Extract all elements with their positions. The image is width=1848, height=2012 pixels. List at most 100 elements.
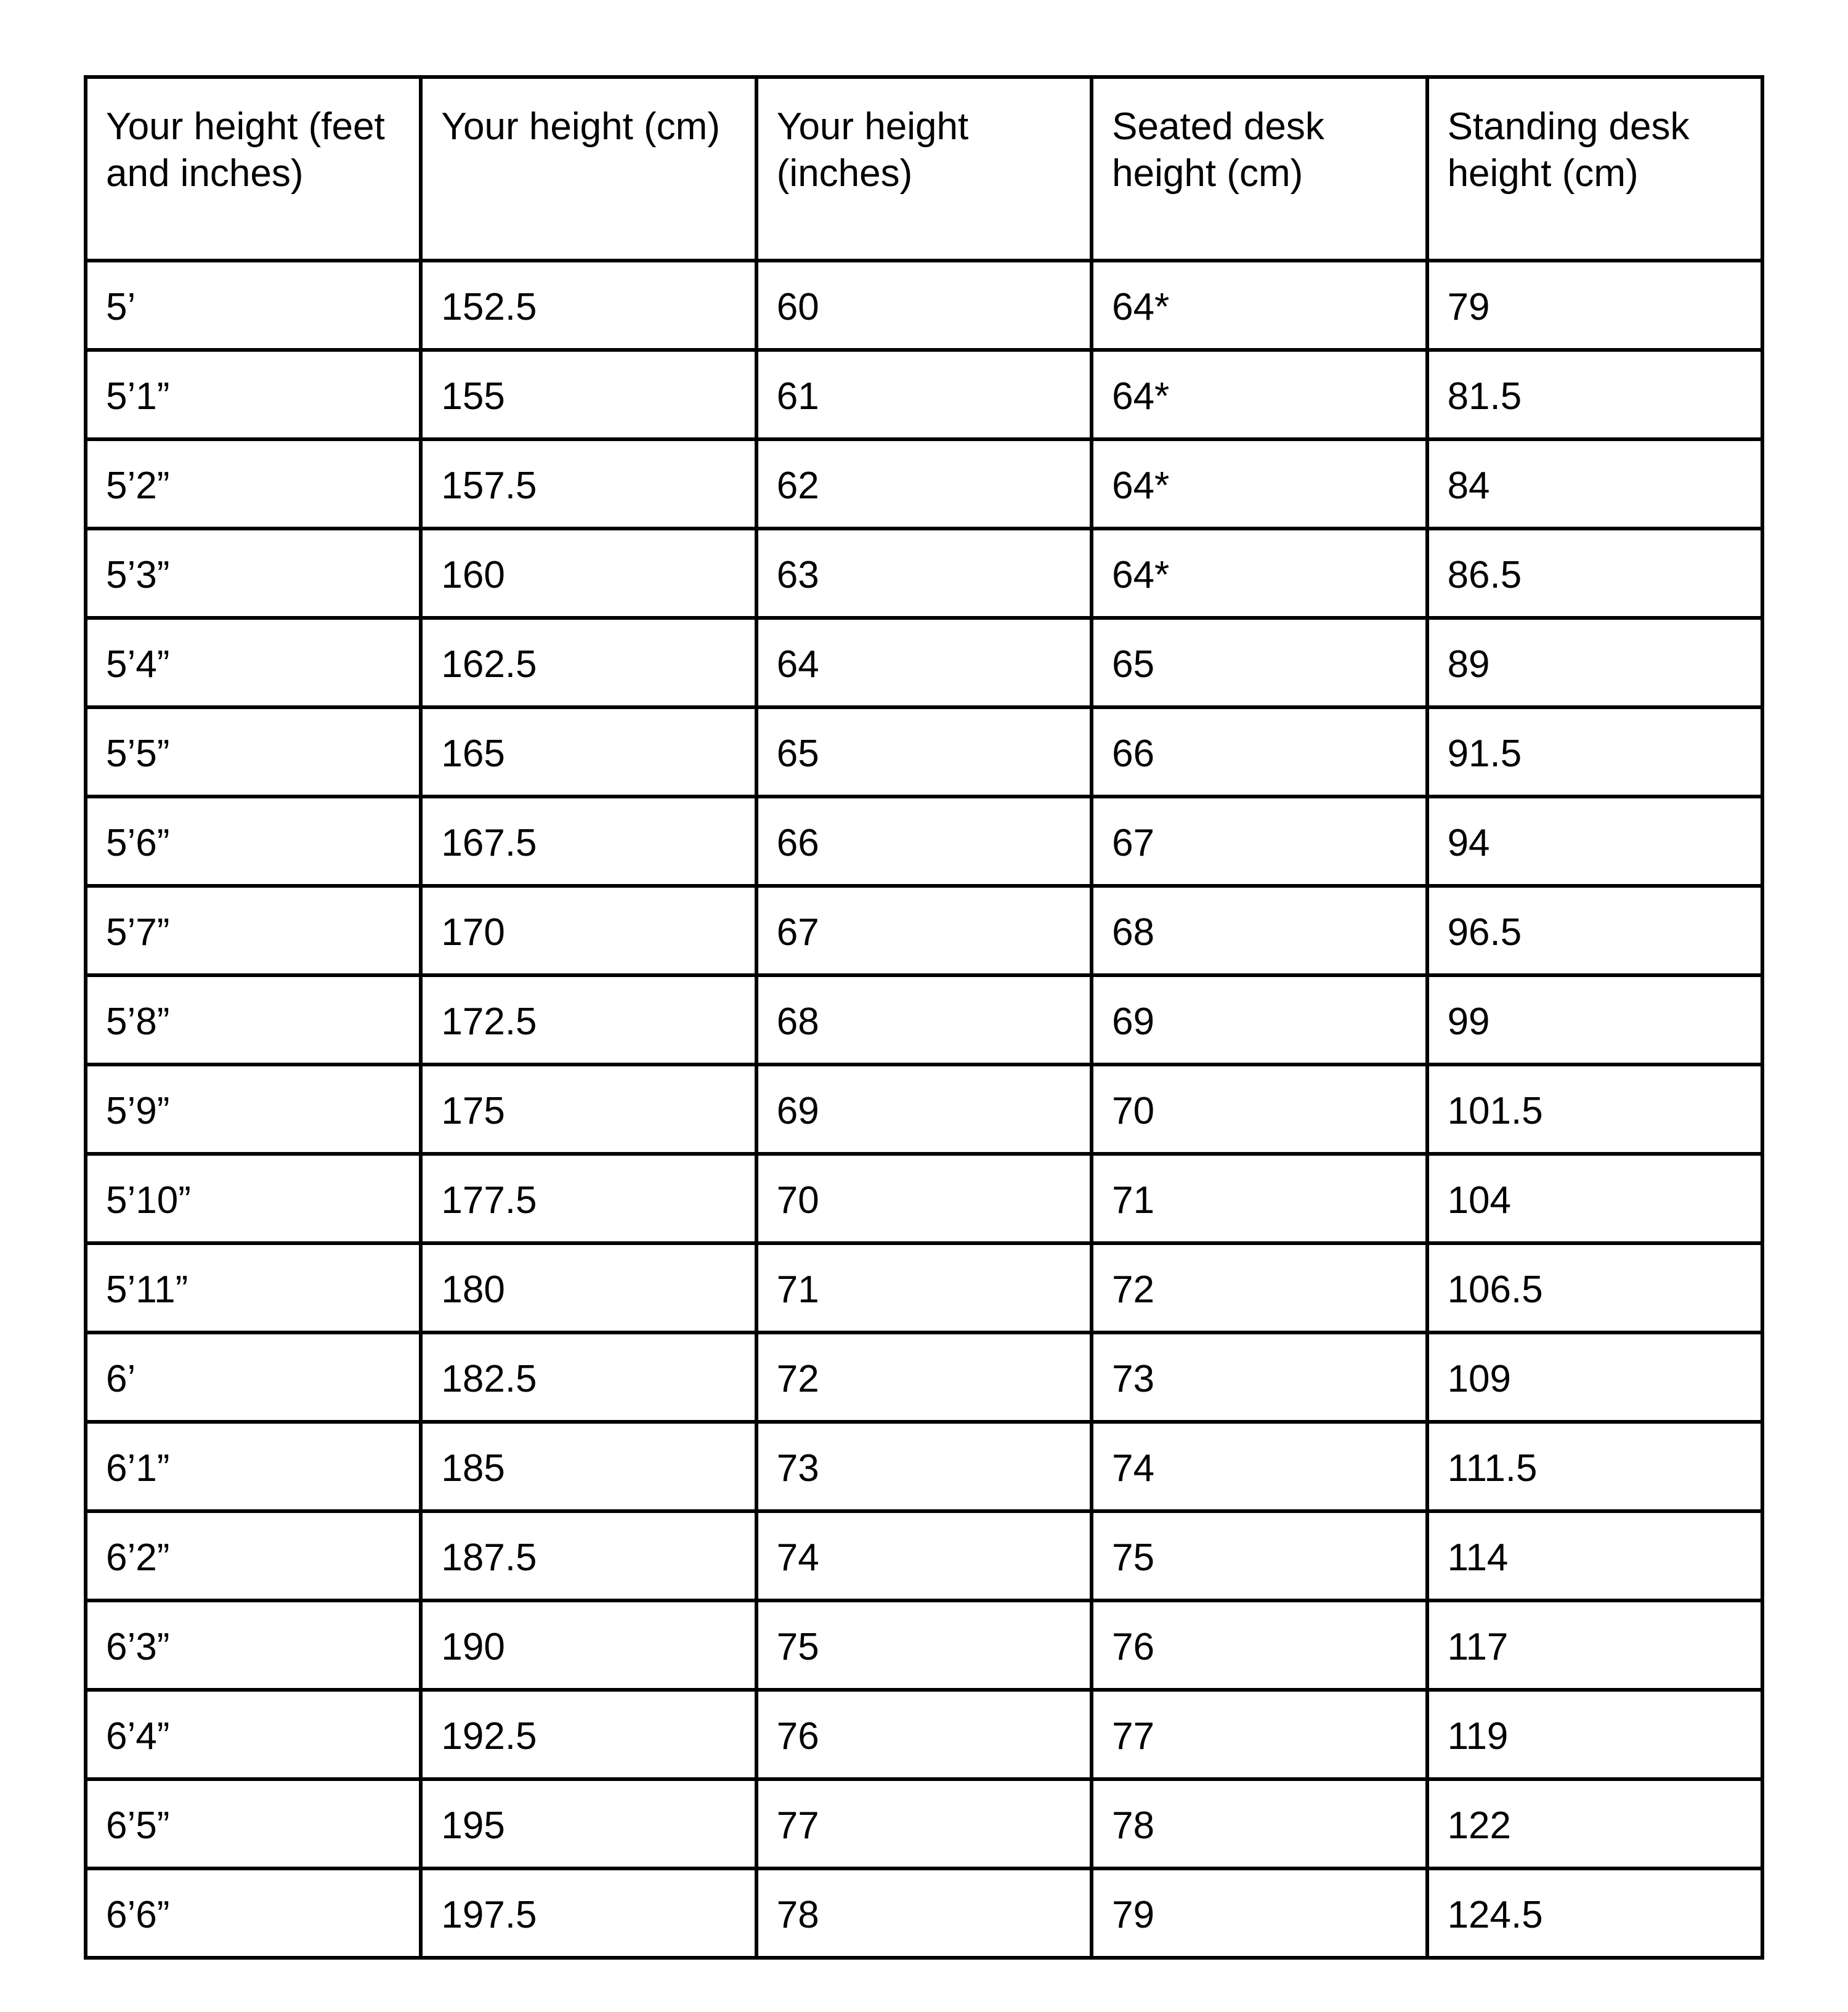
table-cell: 170 (419, 884, 758, 977)
table-cell: 68 (1090, 884, 1429, 977)
table-cell: 66 (754, 795, 1094, 888)
table-cell: 187.5 (419, 1509, 758, 1602)
table-cell: 109 (1425, 1331, 1765, 1424)
table-cell: 64* (1090, 348, 1429, 441)
table-cell: 72 (1090, 1241, 1429, 1334)
table-cell: 197.5 (419, 1867, 758, 1960)
table-cell: 6’1” (83, 1420, 423, 1513)
table-cell: 6’ (83, 1331, 423, 1424)
table-cell: 65 (1090, 616, 1429, 709)
table-cell: 119 (1425, 1688, 1765, 1781)
table-cell: 190 (419, 1599, 758, 1692)
table-cell: 5’ (83, 259, 423, 352)
table-row: 5’ 152.5 60 64* 79 (83, 259, 1765, 352)
table-row: 5’3” 160 63 64* 86.5 (83, 527, 1765, 620)
table-cell: 64* (1090, 437, 1429, 530)
table-cell: 5’8” (83, 973, 423, 1066)
table-row: 5’2” 157.5 62 64* 84 (83, 437, 1765, 530)
table-cell: 69 (1090, 973, 1429, 1066)
table-cell: 175 (419, 1063, 758, 1156)
table-row: 5’5” 165 65 66 91.5 (83, 705, 1765, 798)
table-cell: 71 (754, 1241, 1094, 1334)
table-cell: 160 (419, 527, 758, 620)
table-cell: 5’4” (83, 616, 423, 709)
table-cell: 5’1” (83, 348, 423, 441)
table-cell: 195 (419, 1777, 758, 1870)
table-row: 6’4” 192.5 76 77 119 (83, 1688, 1765, 1781)
table-cell: 162.5 (419, 616, 758, 709)
column-header: Your height (inches) (754, 75, 1094, 262)
table-cell: 75 (1090, 1509, 1429, 1602)
table-cell: 94 (1425, 795, 1765, 888)
table-cell: 5’11” (83, 1241, 423, 1334)
table-cell: 67 (1090, 795, 1429, 888)
table-cell: 78 (1090, 1777, 1429, 1870)
table-cell: 185 (419, 1420, 758, 1513)
table-cell: 99 (1425, 973, 1765, 1066)
table-cell: 101.5 (1425, 1063, 1765, 1156)
table-cell: 66 (1090, 705, 1429, 798)
table-cell: 172.5 (419, 973, 758, 1066)
table-cell: 81.5 (1425, 348, 1765, 441)
table-cell: 5’2” (83, 437, 423, 530)
table-cell: 74 (1090, 1420, 1429, 1513)
table-cell: 84 (1425, 437, 1765, 530)
table-cell: 155 (419, 348, 758, 441)
table-cell: 6’6” (83, 1867, 423, 1960)
table-row: 6’ 182.5 72 73 109 (83, 1331, 1765, 1424)
table-cell: 124.5 (1425, 1867, 1765, 1960)
table-cell: 152.5 (419, 259, 758, 352)
table-cell: 70 (754, 1152, 1094, 1245)
table-row: 6’1” 185 73 74 111.5 (83, 1420, 1765, 1513)
table-cell: 111.5 (1425, 1420, 1765, 1513)
table-cell: 62 (754, 437, 1094, 530)
table-cell: 177.5 (419, 1152, 758, 1245)
table-cell: 61 (754, 348, 1094, 441)
desk-height-table: Your height (feet and inches) Your height… (83, 75, 1765, 1960)
table-row: 5’6” 167.5 66 67 94 (83, 795, 1765, 888)
column-header: Your height (feet and inches) (83, 75, 423, 262)
table-cell: 60 (754, 259, 1094, 352)
table-cell: 117 (1425, 1599, 1765, 1692)
table-cell: 157.5 (419, 437, 758, 530)
table-cell: 67 (754, 884, 1094, 977)
table-row: 6’2” 187.5 74 75 114 (83, 1509, 1765, 1602)
table-cell: 5’5” (83, 705, 423, 798)
table-row: 6’6” 197.5 78 79 124.5 (83, 1867, 1765, 1960)
table-cell: 64* (1090, 527, 1429, 620)
table-cell: 104 (1425, 1152, 1765, 1245)
header-row: Your height (feet and inches) Your height… (83, 75, 1765, 262)
table-cell: 76 (754, 1688, 1094, 1781)
table-row: 5’4” 162.5 64 65 89 (83, 616, 1765, 709)
table-cell: 96.5 (1425, 884, 1765, 977)
table-cell: 89 (1425, 616, 1765, 709)
table-cell: 5’7” (83, 884, 423, 977)
table-cell: 86.5 (1425, 527, 1765, 620)
table-cell: 65 (754, 705, 1094, 798)
column-header: Seated desk height (cm) (1090, 75, 1429, 262)
table-cell: 6’2” (83, 1509, 423, 1602)
table-cell: 167.5 (419, 795, 758, 888)
table-row: 6’5” 195 77 78 122 (83, 1777, 1765, 1870)
table-cell: 79 (1090, 1867, 1429, 1960)
table-cell: 77 (1090, 1688, 1429, 1781)
table-cell: 91.5 (1425, 705, 1765, 798)
table-cell: 5’10” (83, 1152, 423, 1245)
table-cell: 68 (754, 973, 1094, 1066)
table-cell: 77 (754, 1777, 1094, 1870)
table-cell: 114 (1425, 1509, 1765, 1602)
table-cell: 192.5 (419, 1688, 758, 1781)
table-cell: 73 (1090, 1331, 1429, 1424)
table-row: 5’8” 172.5 68 69 99 (83, 973, 1765, 1066)
table-cell: 64* (1090, 259, 1429, 352)
table-cell: 122 (1425, 1777, 1765, 1870)
table-row: 5’7” 170 67 68 96.5 (83, 884, 1765, 977)
table-row: 5’10” 177.5 70 71 104 (83, 1152, 1765, 1245)
table-cell: 63 (754, 527, 1094, 620)
table-cell: 64 (754, 616, 1094, 709)
table-row: 6’3” 190 75 76 117 (83, 1599, 1765, 1692)
table-cell: 5’9” (83, 1063, 423, 1156)
table-cell: 79 (1425, 259, 1765, 352)
table-cell: 6’3” (83, 1599, 423, 1692)
table-cell: 72 (754, 1331, 1094, 1424)
